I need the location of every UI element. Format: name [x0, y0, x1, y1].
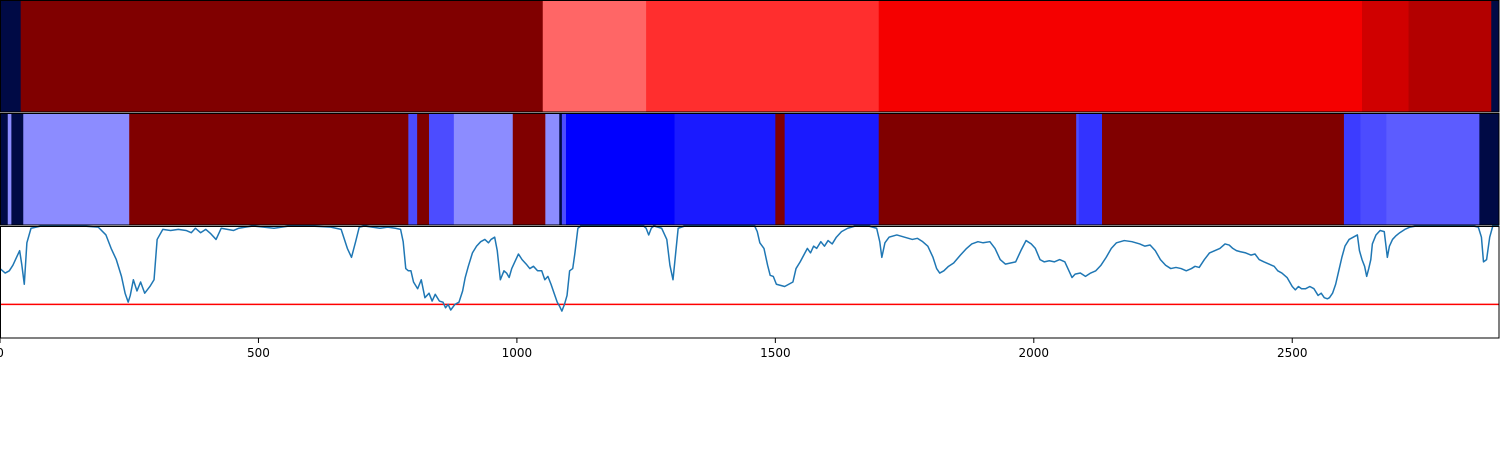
top-panel-frame — [0, 0, 1500, 113]
middle-strip-segment-13 — [566, 113, 676, 225]
middle-segment-strip — [0, 113, 1500, 225]
middle-strip-segment-6 — [417, 113, 430, 225]
panel-frames — [0, 0, 1500, 339]
middle-strip-segment-0 — [0, 113, 9, 225]
middle-strip-segment-20 — [1102, 113, 1345, 225]
middle-strip-segment-10 — [545, 113, 560, 225]
top-segment-strip — [0, 0, 1500, 112]
line-panel-frame — [0, 226, 1500, 339]
top-strip-segment-4 — [878, 0, 1363, 112]
signal-line — [0, 225, 1499, 312]
top-strip-segment-2 — [542, 0, 647, 112]
top-strip-segment-5 — [1362, 0, 1410, 112]
middle-strip-segment-11 — [559, 113, 563, 225]
signal-line-plot — [0, 225, 1499, 312]
middle-strip-segment-14 — [674, 113, 776, 225]
middle-strip-segment-19 — [1078, 113, 1103, 225]
middle-strip-segment-2 — [11, 113, 24, 225]
middle-strip-segment-1 — [7, 113, 12, 225]
middle-strip-segment-16 — [784, 113, 880, 225]
middle-strip-segment-17 — [878, 113, 1077, 225]
x-tick-label-1000: 1000 — [502, 346, 533, 360]
x-tick-label-2000: 2000 — [1019, 346, 1050, 360]
middle-strip-segment-18 — [1076, 113, 1080, 225]
x-tick-label-2500: 2500 — [1277, 346, 1308, 360]
top-strip-segment-3 — [646, 0, 880, 112]
middle-strip-segment-4 — [129, 113, 409, 225]
middle-strip-segment-23 — [1386, 113, 1480, 225]
middle-panel-frame — [0, 113, 1500, 226]
middle-strip-segment-8 — [453, 113, 514, 225]
middle-strip-segment-12 — [561, 113, 567, 225]
x-tick-label-0: 0 — [0, 346, 4, 360]
top-strip-segment-1 — [20, 0, 544, 112]
middle-strip-segment-21 — [1343, 113, 1361, 225]
x-axis: 0 500 1000 1500 2000 2500 — [0, 338, 1308, 360]
top-strip-segment-0 — [0, 0, 22, 112]
middle-strip-segment-7 — [429, 113, 455, 225]
top-strip-segment-6 — [1408, 0, 1492, 112]
middle-strip-segment-9 — [512, 113, 546, 225]
top-strip-segment-7 — [1491, 0, 1500, 112]
x-tick-label-500: 500 — [247, 346, 270, 360]
middle-strip-segment-5 — [408, 113, 418, 225]
x-tick-label-1500: 1500 — [760, 346, 791, 360]
middle-strip-segment-15 — [775, 113, 786, 225]
middle-strip-segment-22 — [1360, 113, 1387, 225]
middle-strip-segment-24 — [1479, 113, 1500, 225]
middle-strip-segment-3 — [23, 113, 130, 225]
